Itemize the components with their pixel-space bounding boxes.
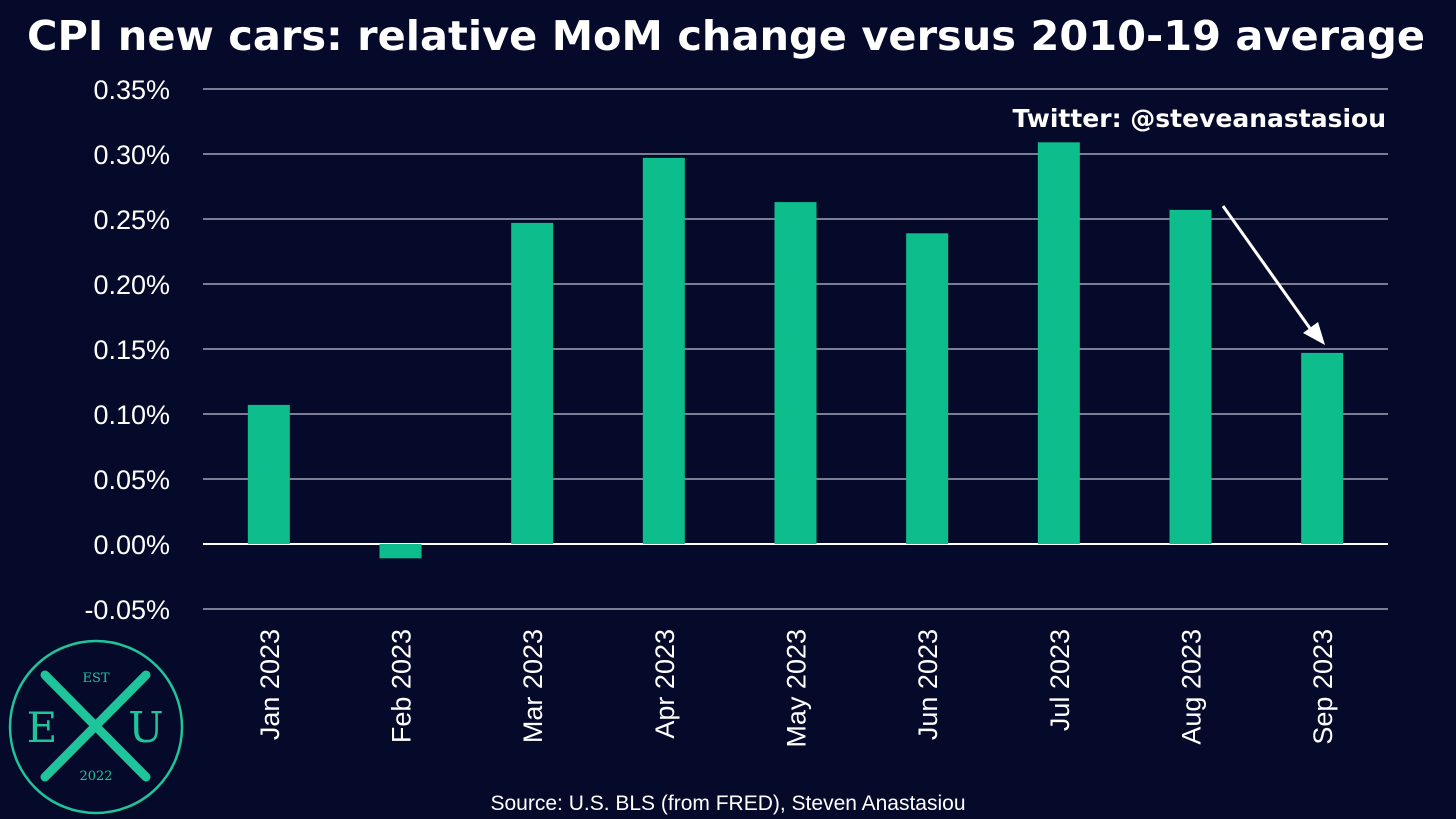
logo-letter-e: E bbox=[27, 703, 58, 752]
x-tick-label: Jun 2023 bbox=[913, 629, 943, 740]
bar bbox=[247, 404, 290, 544]
y-axis-ticks: 0.35% 0.30% 0.25% 0.20% 0.15% 0.10% 0.05% 0.00%… bbox=[84, 75, 170, 625]
x-tick-label: May 2023 bbox=[782, 629, 812, 748]
bar bbox=[379, 544, 422, 559]
bar bbox=[1169, 209, 1212, 544]
x-tick-label: Feb 2023 bbox=[387, 629, 417, 743]
x-tick-label: Sep 2023 bbox=[1308, 629, 1338, 745]
y-tick-label: 0.30% bbox=[93, 140, 170, 170]
logo-letter-u: U bbox=[128, 703, 163, 752]
x-axis-ticks: Jan 2023 Feb 2023 Mar 2023 Apr 2023 May 2023… bbox=[255, 629, 1338, 748]
y-tick-label: -0.05% bbox=[84, 595, 170, 625]
chart-title: CPI new cars: relative MoM change versus… bbox=[27, 12, 1425, 60]
bar bbox=[511, 222, 554, 544]
twitter-handle: Twitter: @steveanastasiou bbox=[1012, 104, 1386, 133]
bar bbox=[774, 202, 817, 544]
logo-cross-stroke bbox=[40, 670, 151, 782]
y-tick-label: 0.20% bbox=[93, 270, 170, 300]
x-tick-label: Apr 2023 bbox=[650, 629, 680, 739]
x-tick-label: Jan 2023 bbox=[255, 629, 285, 740]
bar bbox=[906, 233, 949, 545]
logo-year: 2022 bbox=[79, 769, 112, 784]
source-note: Source: U.S. BLS (from FRED), Steven Ana… bbox=[490, 792, 965, 815]
x-tick-label: Jul 2023 bbox=[1045, 629, 1075, 731]
y-tick-label: 0.00% bbox=[93, 530, 170, 560]
bar-series bbox=[247, 142, 1344, 559]
logo-ring bbox=[8, 639, 184, 815]
y-tick-label: 0.25% bbox=[93, 205, 170, 235]
y-tick-label: 0.15% bbox=[93, 335, 170, 365]
y-tick-label: 0.10% bbox=[93, 400, 170, 430]
y-tick-label: 0.05% bbox=[93, 465, 170, 495]
y-tick-label: 0.35% bbox=[93, 75, 170, 105]
bar bbox=[642, 157, 685, 544]
bar bbox=[1037, 142, 1080, 545]
trend-arrow bbox=[1221, 205, 1325, 345]
x-tick-label: Mar 2023 bbox=[518, 629, 548, 743]
logo-est: EST bbox=[82, 671, 109, 686]
logo: EST E U 2022 bbox=[8, 639, 184, 815]
x-tick-label: Aug 2023 bbox=[1177, 629, 1207, 745]
bar bbox=[1301, 352, 1344, 544]
